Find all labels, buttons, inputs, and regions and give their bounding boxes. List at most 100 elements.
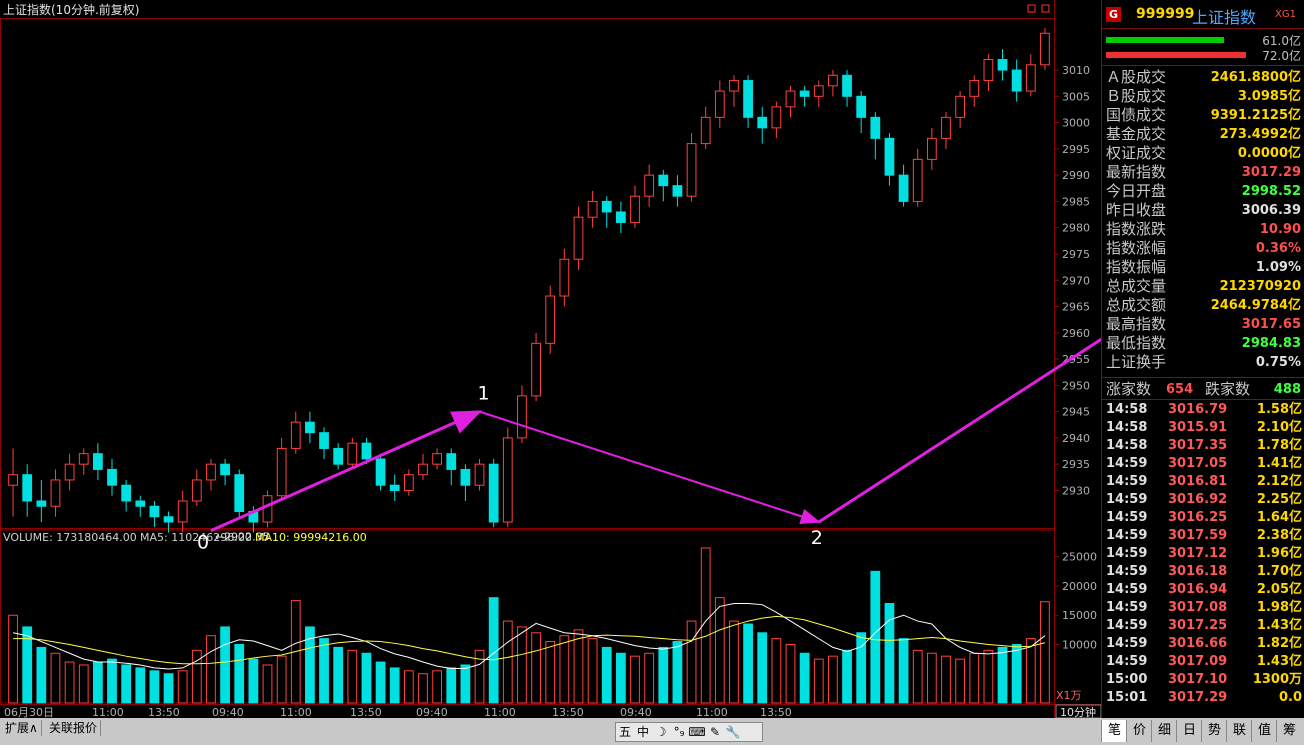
tick-row: 14:59 3017.59 2.38亿 (1106, 527, 1302, 545)
panel-tab[interactable]: 筹 (1276, 720, 1302, 742)
kline-chart[interactable]: 上证指数(10分钟.前复权) 3010 3005 3000 2995 2990 2985 29… (0, 0, 1101, 718)
panel-tab[interactable]: 细 (1151, 720, 1177, 742)
volume-bar (460, 664, 471, 704)
candle-body (22, 474, 33, 502)
panel-tab[interactable]: 价 (1126, 720, 1152, 742)
candle-body (757, 116, 768, 129)
candle-body (813, 85, 824, 97)
volume-bar (672, 641, 683, 704)
panel-tab[interactable]: 笔 (1101, 720, 1127, 742)
tick-price: 3017.09 (1168, 654, 1228, 669)
panel-tab[interactable]: 日 (1176, 720, 1202, 742)
volume-bar (630, 655, 640, 704)
panel-tab[interactable]: 值 (1251, 720, 1277, 742)
tick-row: 14:58 3015.91 2.10亿 (1106, 419, 1302, 437)
chinese-mode-icon[interactable]: 中 (636, 725, 649, 739)
candle-body (403, 474, 414, 491)
volume-bar (941, 655, 951, 704)
candle-body (290, 421, 301, 449)
tick-price: 3016.79 (1168, 402, 1228, 417)
time-label: 11:00 (696, 706, 728, 718)
expand-tab[interactable]: 扩展∧ (2, 720, 42, 736)
volume-unit-label: X1万 (1056, 689, 1082, 702)
tick-row: 14:59 3016.92 2.25亿 (1106, 491, 1302, 509)
volume-bar (502, 620, 513, 704)
panel-tab[interactable]: 联 (1226, 720, 1252, 742)
volume-bar (92, 661, 103, 704)
quote-panel: G 999999 上证指数 XG1 61.0亿 72.0亿 Ａ股成交 2461.8… (1101, 0, 1304, 718)
volume-bar (1025, 638, 1036, 704)
wubi-icon[interactable]: 五 (618, 725, 631, 739)
stat-label: 基金成交 (1106, 125, 1167, 143)
punctuation-icon[interactable]: °₉ (673, 725, 685, 739)
candle-body (785, 90, 796, 108)
stat-row: 最高指数 3017.65 (1106, 315, 1301, 334)
buy-volume-bar (1106, 37, 1224, 43)
stat-row: 最新指数 3017.29 (1106, 163, 1301, 182)
volume-bar (517, 626, 527, 704)
volume-bar (177, 670, 188, 704)
volume-bar (856, 632, 867, 704)
candle-body (686, 143, 697, 197)
wrench-icon[interactable]: 🔧 (725, 725, 741, 739)
sell-volume-bar (1106, 52, 1246, 58)
g-logo-icon[interactable]: G (1106, 7, 1121, 22)
wave-arrow (817, 337, 1101, 524)
candle-body (1025, 64, 1036, 92)
price-tick-label: 2985 (1062, 195, 1090, 208)
half-width-icon[interactable]: ☽ (655, 725, 667, 739)
tick-amount: 1.96亿 (1256, 546, 1302, 561)
stat-label: Ｂ股成交 (1106, 87, 1167, 105)
price-tick-label: 2940 (1062, 432, 1090, 445)
candle-body (163, 516, 174, 523)
candle-body (502, 437, 513, 523)
volume-bar (305, 626, 315, 704)
panel-tab[interactable]: 势 (1201, 720, 1227, 742)
tick-amount: 0.0 (1278, 690, 1302, 705)
volume-bar (8, 614, 18, 704)
tick-row: 15:01 3017.29 0.0 (1106, 689, 1302, 707)
tick-amount: 1.43亿 (1256, 618, 1302, 633)
stat-label: 上证换手 (1106, 353, 1167, 371)
tick-amount: 2.12亿 (1256, 474, 1302, 489)
volume-bar (36, 646, 47, 704)
candle-body (545, 295, 556, 344)
time-label: 11:00 (484, 706, 516, 718)
pen-icon[interactable]: ✎ (709, 725, 721, 739)
volume-bar (884, 603, 895, 704)
volume-bar (912, 649, 923, 704)
price-frame (0, 18, 1055, 529)
tick-time: 14:59 (1106, 456, 1148, 471)
candle-body (997, 59, 1008, 71)
period-label: 10分钟 (1060, 705, 1096, 718)
tick-price: 3015.91 (1168, 420, 1228, 435)
time-label: 09:40 (416, 706, 448, 718)
volume-bar (743, 623, 753, 704)
tick-time: 14:59 (1106, 618, 1148, 633)
up-count: 654 (1166, 382, 1194, 397)
time-label: 11:00 (92, 706, 124, 718)
candle-body (92, 453, 103, 470)
stat-label: 最高指数 (1106, 315, 1167, 333)
related-quote-tab[interactable]: 关联报价 (46, 720, 102, 736)
keyboard-icon[interactable]: ⌨ (688, 725, 706, 739)
input-method-tray[interactable]: 五中 ☽ °₉ ⌨ ✎ 🔧 (615, 722, 763, 742)
candle-body (149, 505, 160, 518)
volume-bar (78, 664, 89, 704)
tick-amount: 1300万 (1252, 672, 1302, 687)
volume-bar (658, 646, 669, 704)
candle-body (700, 116, 711, 145)
corner-marker-icon (1041, 4, 1050, 13)
advance-decline-row: 涨家数 654 跌家数 488 (1106, 380, 1301, 399)
stat-value: 0.36% (1255, 241, 1301, 256)
volume-bar (615, 652, 626, 704)
tick-price: 3017.10 (1168, 672, 1228, 687)
tick-time: 15:00 (1106, 672, 1148, 687)
stat-value: 0.0000亿 (1237, 146, 1301, 161)
volume-bar (785, 643, 796, 704)
index-tag: XG1 (1275, 9, 1296, 20)
candle-body (460, 468, 471, 486)
candle-body (729, 80, 739, 92)
tick-amount: 2.10亿 (1256, 420, 1302, 435)
volume-bar (700, 547, 711, 704)
